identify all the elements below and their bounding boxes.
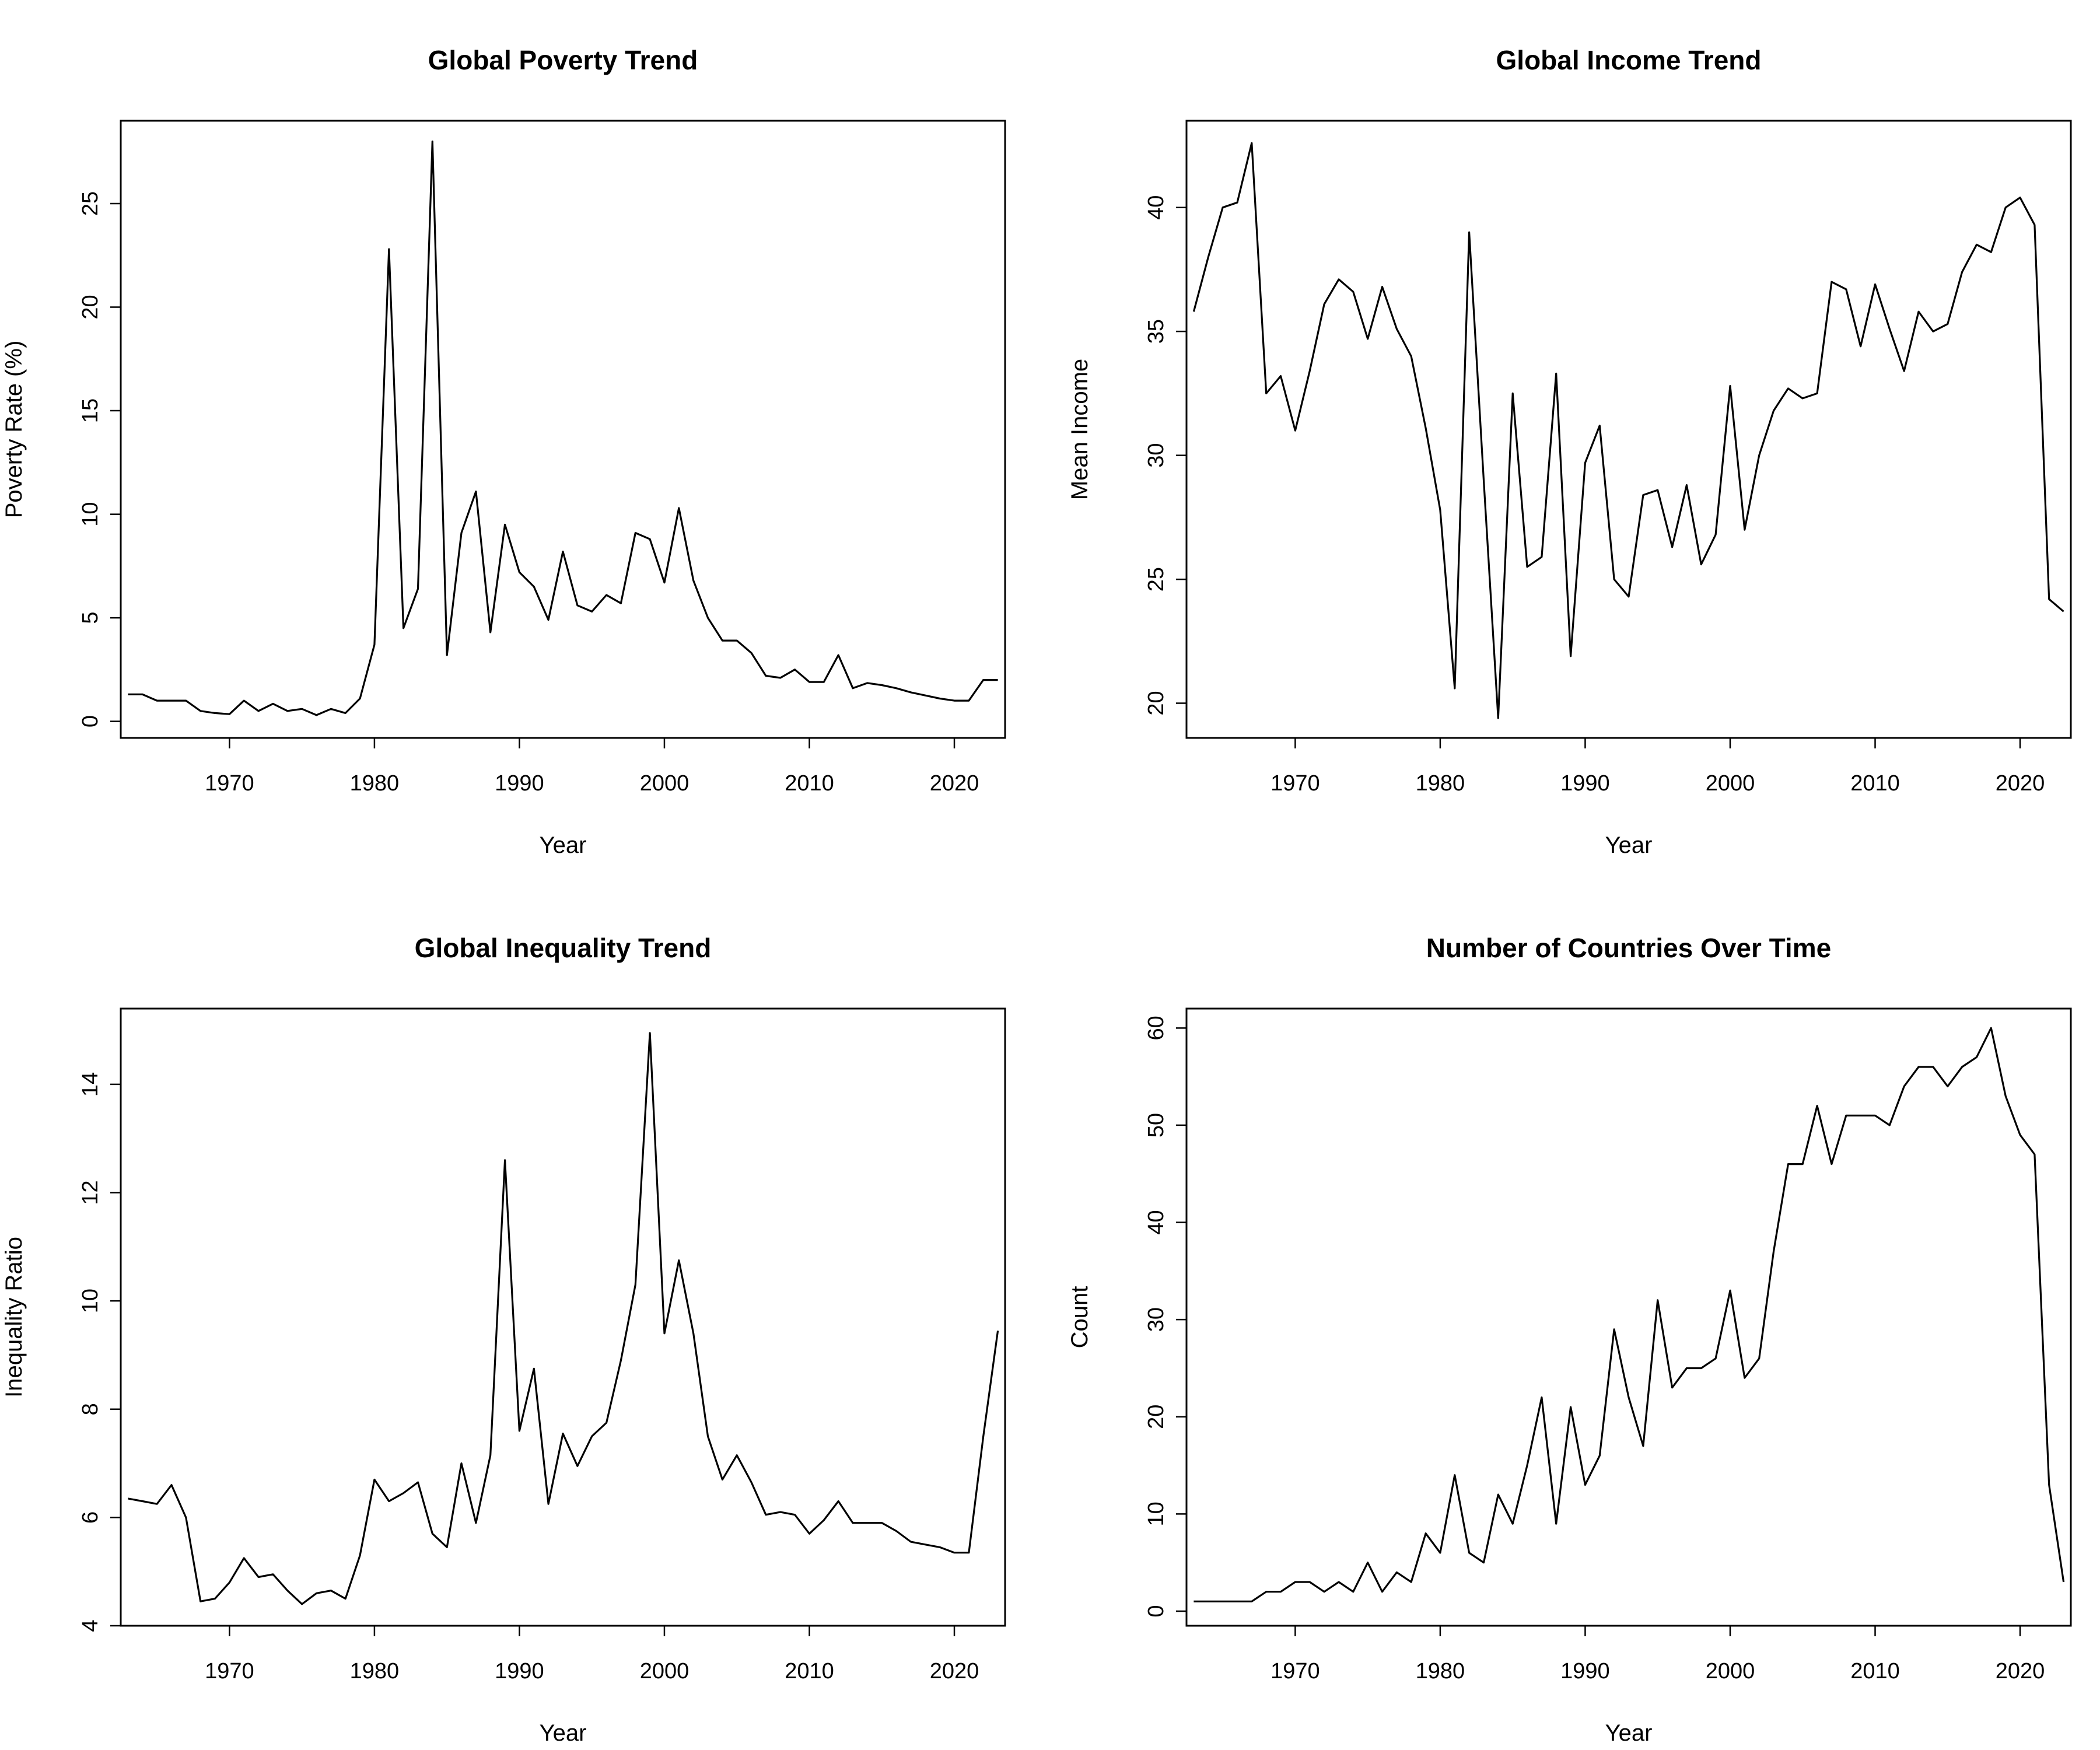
- x-tick-label: 1990: [495, 1659, 544, 1684]
- panel-poverty-trend: Global Poverty Trend 1970 1980 1990 2000 201…: [1, 45, 1006, 858]
- x-axis-label: Year: [540, 1720, 587, 1746]
- plot-frame: [120, 1007, 1006, 1627]
- y-tick-label: 20: [78, 295, 103, 319]
- y-tick-label: 40: [1144, 1210, 1168, 1234]
- y-tick-label: 10: [78, 502, 103, 526]
- y-tick-label: 25: [1144, 567, 1168, 592]
- x-tick-label: 1980: [350, 771, 400, 796]
- y-axis-label: Poverty Rate (%): [1, 341, 27, 519]
- x-tick-label: 2020: [1996, 771, 2045, 796]
- x-tick-label: 2010: [1850, 771, 1900, 796]
- y-tick-label: 14: [78, 1072, 103, 1097]
- y-tick-label: 25: [78, 191, 103, 216]
- x-axis: 1970 1980 1990 2000 2010 2020: [1270, 1625, 2045, 1684]
- x-tick-label: 2000: [640, 771, 690, 796]
- x-tick-label: 2020: [930, 771, 979, 796]
- chart-title: Global Income Trend: [1496, 45, 1762, 75]
- series-line: [1194, 1027, 2065, 1602]
- x-axis-label: Year: [540, 832, 587, 858]
- series-line: [1192, 142, 2064, 719]
- y-tick-label: 0: [1144, 1605, 1168, 1617]
- x-tick-label: 2000: [1706, 1659, 1755, 1684]
- x-axis-label: Year: [1605, 832, 1653, 858]
- x-axis: 1970 1980 1990 2000 2010 2020: [205, 1625, 979, 1684]
- x-tick-label: 1970: [1270, 1659, 1320, 1684]
- y-axis: 20 25 30 35 40: [1144, 195, 1188, 716]
- chart-title: Number of Countries Over Time: [1426, 933, 1831, 963]
- y-axis-label: Inequality Ratio: [1, 1237, 27, 1398]
- y-tick-label: 8: [78, 1403, 103, 1415]
- panel-income-trend: Global Income Trend 1970 1980 1990 2000 2010…: [1067, 45, 2072, 858]
- x-tick-label: 2000: [640, 1659, 690, 1684]
- x-tick-label: 2010: [1850, 1659, 1900, 1684]
- y-tick-label: 50: [1144, 1113, 1168, 1138]
- series-line: [128, 1032, 999, 1605]
- x-tick-label: 1970: [205, 1659, 254, 1684]
- x-axis: 1970 1980 1990 2000 2010 2020: [205, 737, 979, 796]
- y-tick-label: 6: [78, 1511, 103, 1524]
- y-tick-label: 10: [78, 1289, 103, 1313]
- x-tick-label: 1970: [205, 771, 254, 796]
- x-tick-label: 1980: [1416, 771, 1465, 796]
- x-tick-label: 1990: [1560, 771, 1610, 796]
- x-axis: 1970 1980 1990 2000 2010 2020: [1270, 737, 2045, 796]
- y-tick-label: 30: [1144, 443, 1168, 467]
- y-tick-label: 15: [78, 398, 103, 423]
- chart-title: Global Poverty Trend: [428, 45, 698, 75]
- y-tick-label: 35: [1144, 319, 1168, 344]
- x-axis-label: Year: [1605, 1720, 1653, 1746]
- plot-frame: [1185, 120, 2072, 739]
- y-tick-label: 40: [1144, 195, 1168, 220]
- plot-frame: [1185, 1007, 2072, 1627]
- y-axis: 0 5 10 15 20 25: [78, 191, 122, 727]
- x-tick-label: 1990: [495, 771, 544, 796]
- x-tick-label: 2010: [785, 1659, 834, 1684]
- y-tick-label: 20: [1144, 691, 1168, 715]
- y-tick-label: 60: [1144, 1016, 1168, 1040]
- y-tick-label: 30: [1144, 1307, 1168, 1332]
- series-line: [128, 140, 998, 716]
- y-tick-label: 10: [1144, 1502, 1168, 1526]
- y-tick-label: 20: [1144, 1405, 1168, 1429]
- x-tick-label: 1980: [1416, 1659, 1465, 1684]
- y-axis: 0 10 20 30 40 50 60: [1144, 1016, 1188, 1618]
- panel-inequality-trend: Global Inequality Trend 1970 1980 1990 2000…: [1, 933, 1006, 1746]
- x-tick-label: 2010: [785, 771, 834, 796]
- y-axis-label: Mean Income: [1067, 359, 1093, 500]
- x-tick-label: 2020: [930, 1659, 979, 1684]
- y-tick-label: 12: [78, 1180, 103, 1205]
- x-tick-label: 1990: [1560, 1659, 1610, 1684]
- y-tick-label: 4: [78, 1619, 103, 1632]
- y-tick-label: 0: [78, 715, 103, 727]
- x-tick-label: 1970: [1270, 771, 1320, 796]
- panel-country-count: Number of Countries Over Time 1970 1980 19…: [1067, 933, 2072, 1746]
- x-tick-label: 2000: [1706, 771, 1755, 796]
- y-tick-label: 5: [78, 612, 103, 624]
- x-tick-label: 1980: [350, 1659, 400, 1684]
- plot-frame: [120, 120, 1006, 739]
- y-axis-label: Count: [1067, 1286, 1093, 1349]
- x-tick-label: 2020: [1996, 1659, 2045, 1684]
- y-axis: 4 6 8 10 12 14: [78, 1072, 122, 1632]
- chart-title: Global Inequality Trend: [415, 933, 712, 963]
